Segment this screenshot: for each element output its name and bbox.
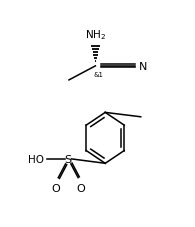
Text: O: O (76, 184, 85, 194)
Text: &1: &1 (94, 71, 104, 77)
Text: S: S (65, 154, 72, 164)
Text: HO: HO (28, 154, 44, 164)
Text: N: N (138, 62, 147, 72)
Text: O: O (52, 184, 60, 194)
Text: NH$_2$: NH$_2$ (85, 28, 106, 42)
